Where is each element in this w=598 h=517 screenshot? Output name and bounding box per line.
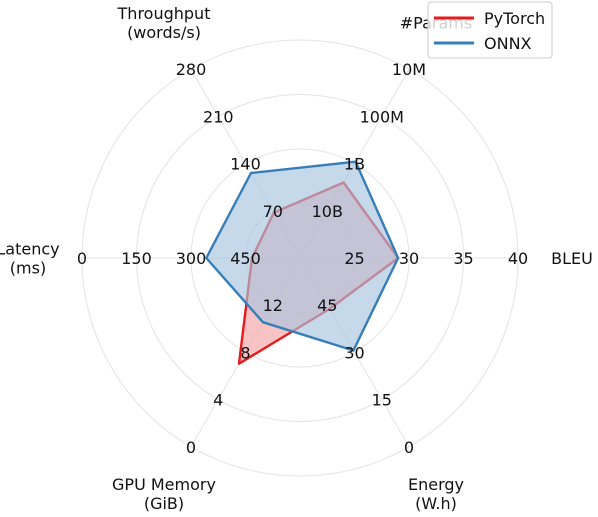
tick-label-bleu: 35 (453, 249, 473, 268)
axis-label-latency: Latency (ms) (0, 240, 60, 278)
tick-label-throughput: 70 (263, 202, 283, 221)
tick-label-energy: 45 (317, 296, 337, 315)
legend-label-onnx: ONNX (484, 34, 532, 53)
axis-label-gpu-memory: GPU Memory (GiB) (112, 475, 216, 513)
series-layer (205, 160, 400, 365)
tick-label-params: 100M (360, 107, 404, 126)
tick-label-latency: 300 (176, 249, 207, 268)
tick-label-bleu: 25 (344, 249, 364, 268)
axis-label-line: (GiB) (144, 494, 184, 513)
axis-label-line: Latency (0, 240, 60, 259)
tick-labels: 25 30 35 4010B1B100M10M70140210280450300150… (77, 60, 528, 457)
tick-label-energy: 15 (372, 391, 392, 410)
tick-label-gpu-memory: 12 (263, 296, 283, 315)
axis-label-line: (words/s) (127, 23, 201, 42)
tick-label-latency: 0 (77, 249, 87, 268)
axis-label-energy: Energy (W.h) (408, 475, 464, 513)
tick-label-gpu-memory: 0 (186, 438, 196, 457)
tick-label-gpu-memory: 4 (213, 391, 223, 410)
axis-label-line: BLEU (551, 249, 593, 268)
axis-label-line: (W.h) (415, 494, 457, 513)
tick-label-params: 1B (344, 155, 365, 174)
legend: PyTorch ONNX (427, 1, 553, 59)
tick-label-throughput: 210 (203, 107, 234, 126)
axis-label-line: (ms) (10, 259, 46, 278)
tick-label-energy: 0 (404, 438, 414, 457)
tick-label-latency: 150 (121, 249, 152, 268)
axis-label-line: GPU Memory (112, 475, 216, 494)
legend-label-pytorch: PyTorch (484, 9, 545, 28)
tick-label-gpu-memory: 8 (240, 343, 250, 362)
axis-label-line: Throughput (117, 4, 211, 23)
axis-label-line: Energy (408, 475, 464, 494)
tick-label-latency: 450 (230, 249, 261, 268)
tick-label-params: 10B (312, 202, 343, 221)
axis-label-throughput: Throughput (words/s) (117, 4, 211, 42)
tick-label-bleu: 40 (508, 249, 528, 268)
tick-label-bleu: 30 (399, 249, 419, 268)
axis-label-bleu: BLEU (551, 249, 593, 268)
series-area-onnx (206, 161, 399, 351)
tick-label-throughput: 280 (176, 60, 207, 79)
tick-label-params: 10M (392, 60, 426, 79)
tick-label-energy: 30 (344, 343, 364, 362)
tick-label-throughput: 140 (230, 155, 261, 174)
series-line-onnx (205, 160, 400, 352)
